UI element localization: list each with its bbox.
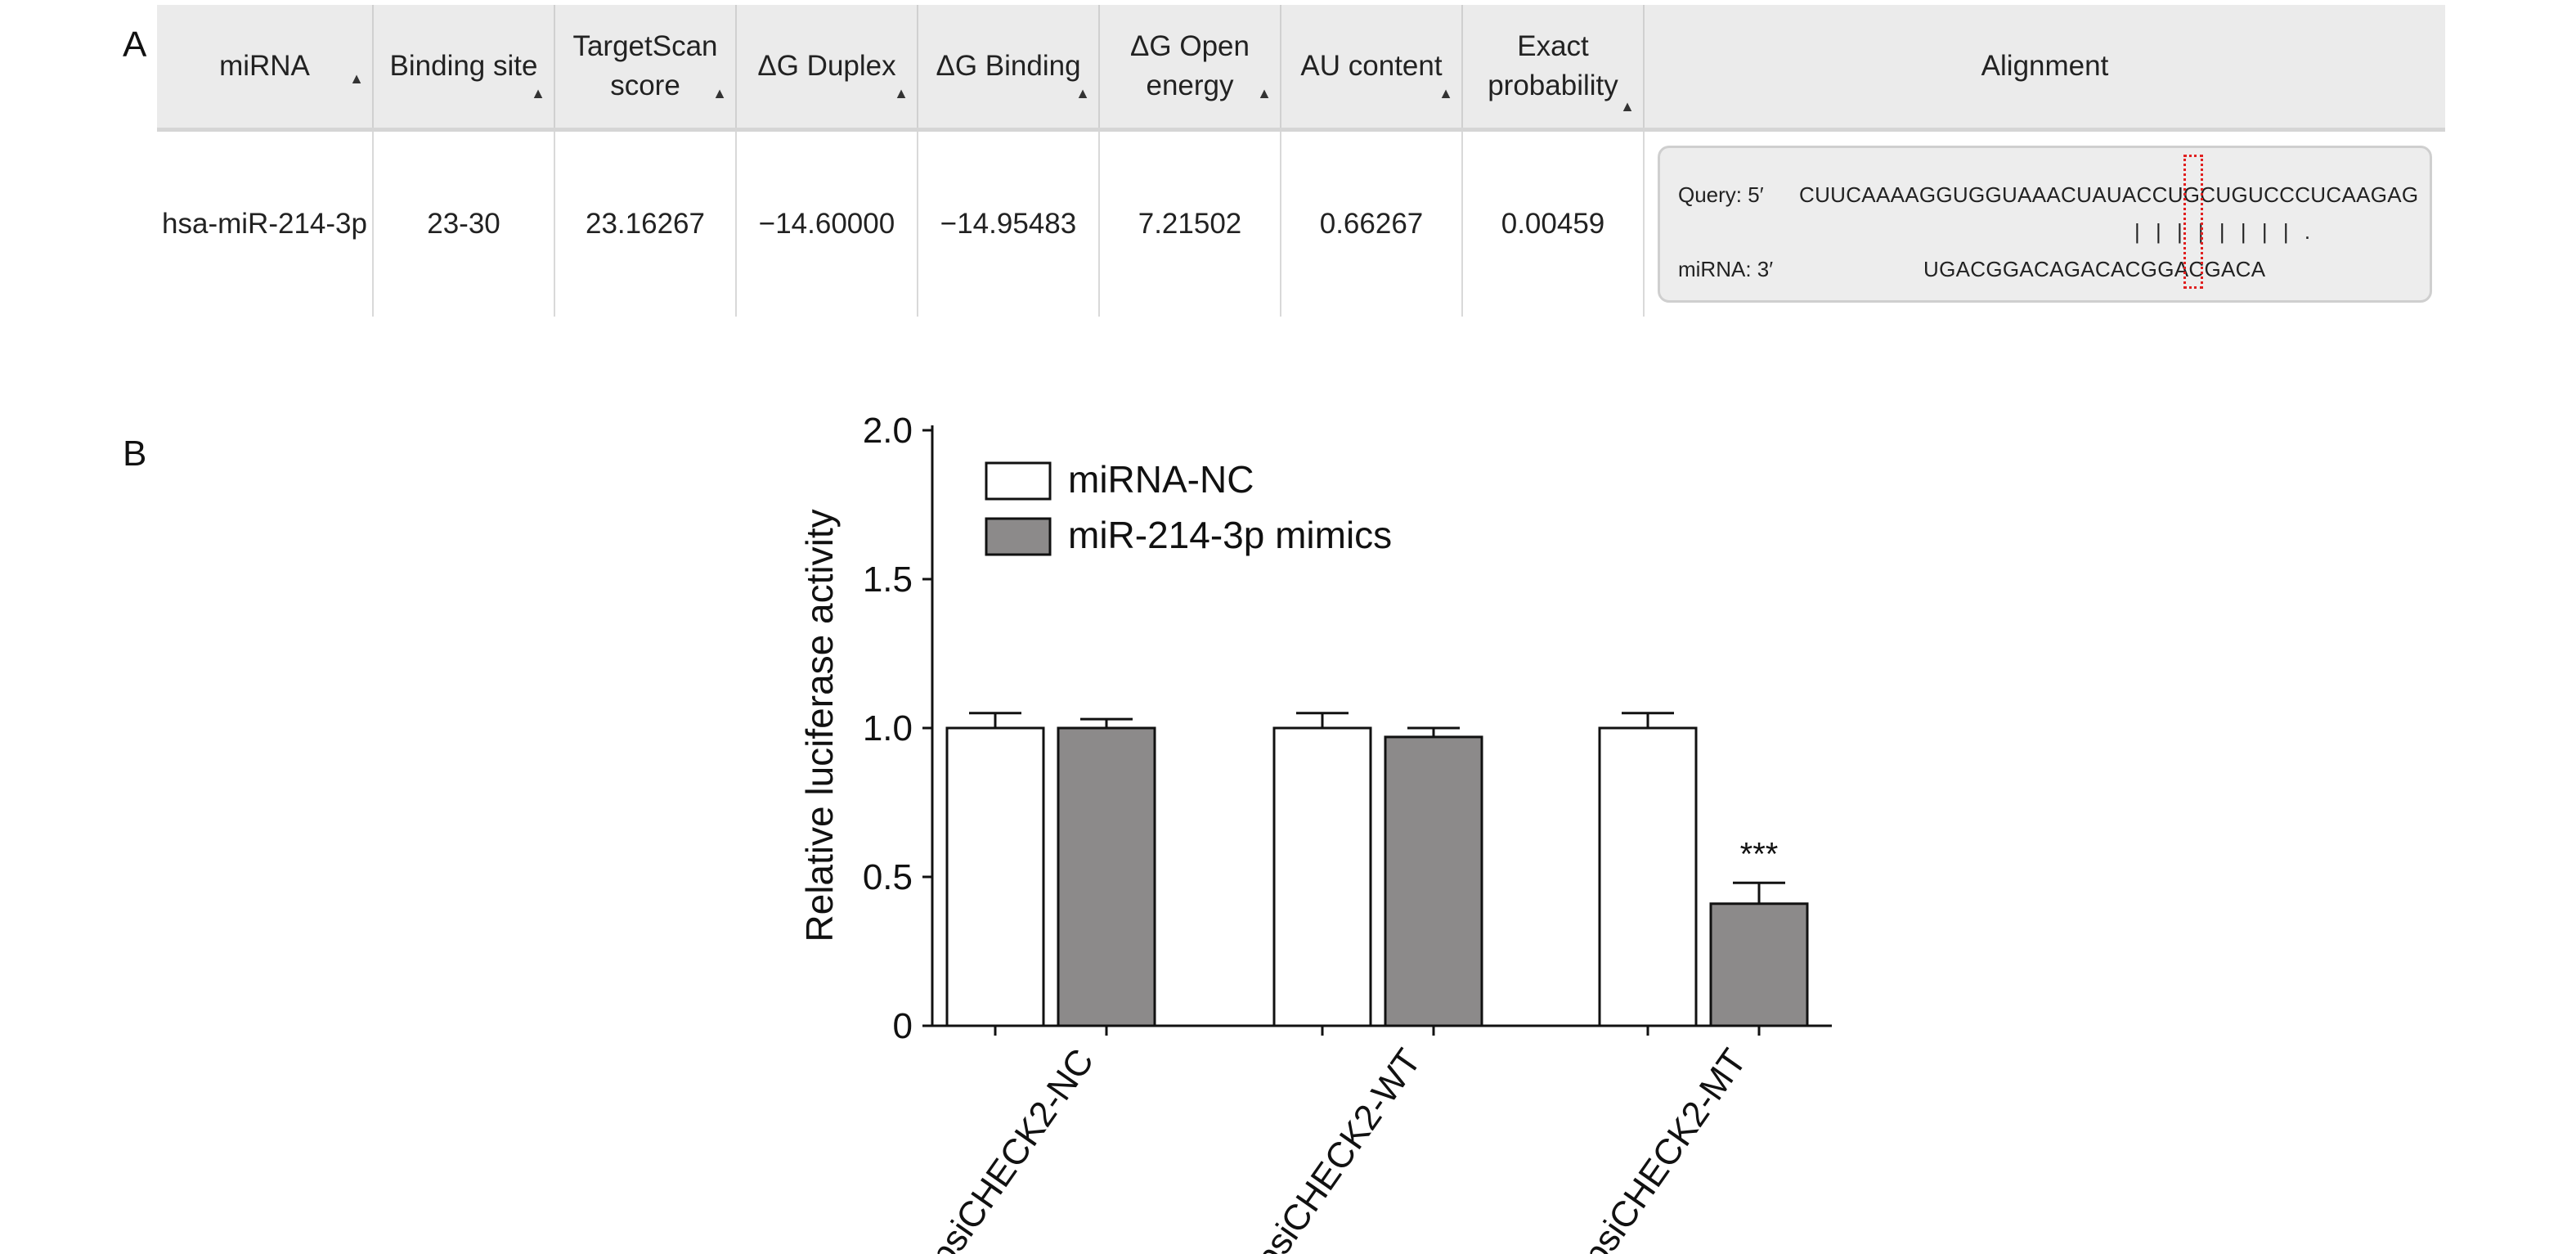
sort-icon[interactable]: ▲ xyxy=(1075,85,1090,101)
y-tick-label: 0 xyxy=(893,1006,913,1046)
panel-label-b: B xyxy=(123,434,147,474)
bar-mir-214-3p-mimics xyxy=(1057,726,1156,1027)
column-header-exact-probability[interactable]: Exact probability ▲ xyxy=(1462,5,1645,132)
cell-exact-probability: 0.00459 xyxy=(1462,129,1645,317)
mirna-label: miRNA: 3′ xyxy=(1678,257,1774,281)
sort-icon[interactable]: ▲ xyxy=(1257,85,1272,101)
y-tick-label: 1.0 xyxy=(863,708,913,748)
sort-icon[interactable]: ▲ xyxy=(531,85,545,101)
bar-mirna-nc xyxy=(945,726,1045,1027)
y-tick-label: 2.0 xyxy=(863,411,913,451)
legend: miRNA-NC miR-214-3p mimics xyxy=(985,458,1392,556)
bars: *** xyxy=(945,712,1809,1027)
column-header-mirna[interactable]: miRNA ▲ xyxy=(157,5,374,132)
mirna-sequence: UGACGGACAGACACGGACGACA xyxy=(1923,257,2266,281)
y-axis-title: Relative luciferase activity xyxy=(798,509,841,942)
cell-targetscan-score: 23.16267 xyxy=(554,129,737,317)
cell-binding-site: 23-30 xyxy=(373,129,555,317)
cell-dg-duplex: −14.60000 xyxy=(736,129,918,317)
cell-mirna: hsa-miR-214-3p xyxy=(157,129,374,317)
column-header-dg-open-energy[interactable]: ΔG Open energy ▲ xyxy=(1099,5,1281,132)
sort-icon[interactable]: ▲ xyxy=(349,70,364,87)
column-header-au-content[interactable]: AU content ▲ xyxy=(1281,5,1463,132)
query-sequence: CUUCAAAAGGUGGUAAACUAUACCUGCUGUCCCUCAAGAG xyxy=(1799,182,2419,207)
bar-mirna-nc xyxy=(1598,726,1698,1027)
cell-dg-binding: −14.95483 xyxy=(918,129,1100,317)
legend-label: miR-214-3p mimics xyxy=(1068,514,1392,556)
mirna-prediction-table: miRNA ▲ Binding site ▲ TargetScan score ▲ Δ… xyxy=(157,5,2445,317)
table-row: hsa-miR-214-3p 23-30 23.16267 −14.60000 … xyxy=(157,129,2445,317)
cell-au-content: 0.66267 xyxy=(1281,129,1463,317)
legend-label: miRNA-NC xyxy=(1068,458,1254,501)
bar-mir-214-3p-mimics xyxy=(1709,902,1809,1027)
x-tick-label: psiCHECK2-MT xyxy=(1575,1042,1755,1254)
column-header-binding-site[interactable]: Binding site ▲ xyxy=(373,5,555,132)
x-ticks: psiCHECK2-NC psiCHECK2-WT psiCHECK2-MT xyxy=(922,1026,1761,1254)
sort-icon[interactable]: ▲ xyxy=(1620,98,1635,115)
sort-icon[interactable]: ▲ xyxy=(1438,85,1453,101)
cell-alignment: Query: 5′ CUUCAAAAGGUGGUAAACUAUACCUGCUGU… xyxy=(1644,129,2445,317)
sort-icon[interactable]: ▲ xyxy=(712,85,727,101)
cell-dg-open-energy: 7.21502 xyxy=(1099,129,1281,317)
alignment-box: Query: 5′ CUUCAAAAGGUGGUAAACUAUACCUGCUGU… xyxy=(1658,146,2432,303)
bar-mirna-nc xyxy=(1272,726,1372,1027)
bar-mir-214-3p-mimics xyxy=(1384,735,1483,1027)
mismatch-highlight-box xyxy=(2183,155,2203,289)
y-tick-label: 1.5 xyxy=(863,560,913,600)
legend-swatch xyxy=(985,517,1052,556)
significance-label: *** xyxy=(1740,836,1779,872)
column-header-alignment: Alignment xyxy=(1644,5,2445,132)
y-tick-label: 0.5 xyxy=(863,857,913,897)
query-label: Query: 5′ xyxy=(1678,182,1764,207)
panel-label-a: A xyxy=(123,25,147,65)
y-ticks: 0 0.5 1.0 1.5 2.0 xyxy=(863,411,932,1046)
x-tick-label: psiCHECK2-WT xyxy=(1247,1042,1429,1254)
legend-swatch xyxy=(985,461,1052,501)
sort-icon[interactable]: ▲ xyxy=(894,85,909,101)
column-header-dg-duplex[interactable]: ΔG Duplex ▲ xyxy=(736,5,918,132)
column-header-targetscan-score[interactable]: TargetScan score ▲ xyxy=(554,5,737,132)
column-header-dg-binding[interactable]: ΔG Binding ▲ xyxy=(918,5,1100,132)
x-tick-label: psiCHECK2-NC xyxy=(922,1042,1102,1254)
